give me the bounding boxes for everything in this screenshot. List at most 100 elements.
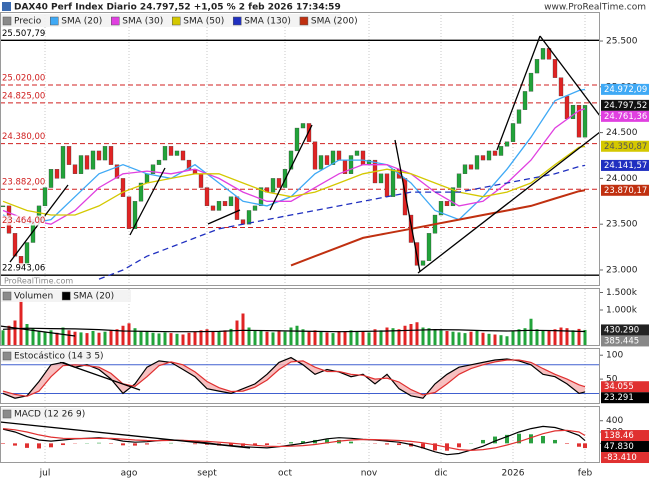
level-label-bg [1, 215, 45, 226]
volume-bar [169, 333, 173, 345]
y-tick-label: 50 [606, 375, 618, 385]
volume-bar [409, 324, 413, 345]
volume-bar [55, 332, 59, 345]
histogram-bar [349, 441, 353, 444]
candle [462, 164, 468, 174]
legend-label: SMA (130) [244, 17, 291, 27]
candle [132, 201, 138, 229]
candle [558, 77, 564, 97]
volume-bar [211, 331, 215, 345]
x-tick-label: ago [121, 469, 138, 479]
stochastic-fill [435, 374, 447, 393]
candle [552, 59, 558, 78]
volume-bar [61, 327, 65, 345]
volume-bar [343, 331, 347, 345]
candle [180, 150, 186, 161]
candle [492, 150, 498, 156]
candle [384, 173, 390, 197]
candle [102, 146, 108, 161]
value-box [601, 392, 649, 404]
stochastic-fill [567, 379, 579, 394]
histogram-bar [13, 443, 17, 446]
volume-bar [127, 323, 131, 345]
volume-bar [475, 331, 479, 345]
trend-line [269, 124, 313, 211]
macd-line [2, 428, 586, 452]
sma-line [2, 145, 586, 216]
value-box [601, 140, 649, 152]
candle [576, 104, 582, 138]
legend-label: SMA (30) [122, 17, 163, 27]
legend-label: SMA (50) [183, 17, 224, 27]
volume-bar [97, 332, 101, 345]
volume-bar [499, 335, 503, 345]
value-label: 24.350,87 [604, 142, 647, 152]
volume-bar [415, 322, 419, 345]
volume-bar [205, 329, 209, 345]
histogram-bar [145, 443, 149, 445]
volume-bar [277, 330, 281, 345]
level-label-bg [1, 177, 45, 188]
stochastic-fill [579, 384, 585, 394]
stochastic-fill [39, 364, 51, 392]
volume-bar [91, 331, 95, 345]
value-box [601, 99, 649, 111]
volume-bar [145, 331, 149, 345]
candle [390, 169, 396, 197]
volume-bar [37, 331, 41, 345]
candle [294, 127, 300, 152]
candle [480, 155, 486, 161]
histogram-bar [289, 442, 293, 444]
x-tick-label: sept [197, 469, 217, 479]
y-tick-label: 24.000 [606, 174, 638, 184]
stochastic-fill [207, 381, 219, 392]
candle [324, 155, 330, 165]
value-box [601, 159, 649, 171]
candle [240, 219, 246, 225]
volume-bar [583, 329, 587, 345]
histogram-bar [253, 443, 257, 446]
volume-bar [151, 332, 155, 345]
volume-bar [43, 331, 47, 345]
candle [516, 109, 522, 124]
candle [564, 95, 570, 120]
volume-bar [529, 318, 533, 345]
legend-bg [1, 350, 101, 362]
candle [228, 196, 234, 207]
chart-title: DAX40 Perf Index Diario 24.797,52 +1,05 … [14, 3, 341, 13]
candle [570, 104, 576, 120]
volume-bar [229, 328, 233, 345]
volume-bar [109, 330, 113, 345]
level-label: 25.507,79 [2, 29, 45, 39]
x-tick-label: oct [278, 469, 292, 479]
value-label: 138.46 [604, 431, 634, 441]
x-tick-label: 2026 [502, 469, 525, 479]
y-tick-label: 23.500 [606, 220, 638, 230]
value-label: 24.761,36 [604, 112, 647, 122]
candle [510, 123, 516, 142]
candle [90, 150, 96, 170]
level-label-bg [1, 28, 45, 39]
histogram-bar [385, 443, 389, 445]
histogram-bar [397, 443, 401, 446]
legend-swatch [61, 291, 71, 301]
volume-bar [391, 328, 395, 345]
candle [504, 141, 510, 147]
sma-line [290, 189, 586, 267]
legend-bg [1, 14, 341, 27]
volume-bar [553, 329, 557, 345]
volume-bar [427, 328, 431, 345]
price-frame [0, 12, 600, 286]
label-layer: julagoseptoctnovdic2026feb25.50025.00024… [1, 14, 649, 479]
volume-bar [31, 328, 35, 345]
volume-bar [349, 330, 353, 345]
histogram-bar [577, 443, 581, 447]
volume-sma [2, 327, 586, 333]
candle [138, 182, 144, 202]
value-label: 23.291 [604, 393, 634, 403]
histogram-bar [265, 443, 269, 446]
legend-label: SMA (20) [61, 17, 102, 27]
candle [78, 155, 84, 174]
legend-swatch [50, 16, 59, 26]
